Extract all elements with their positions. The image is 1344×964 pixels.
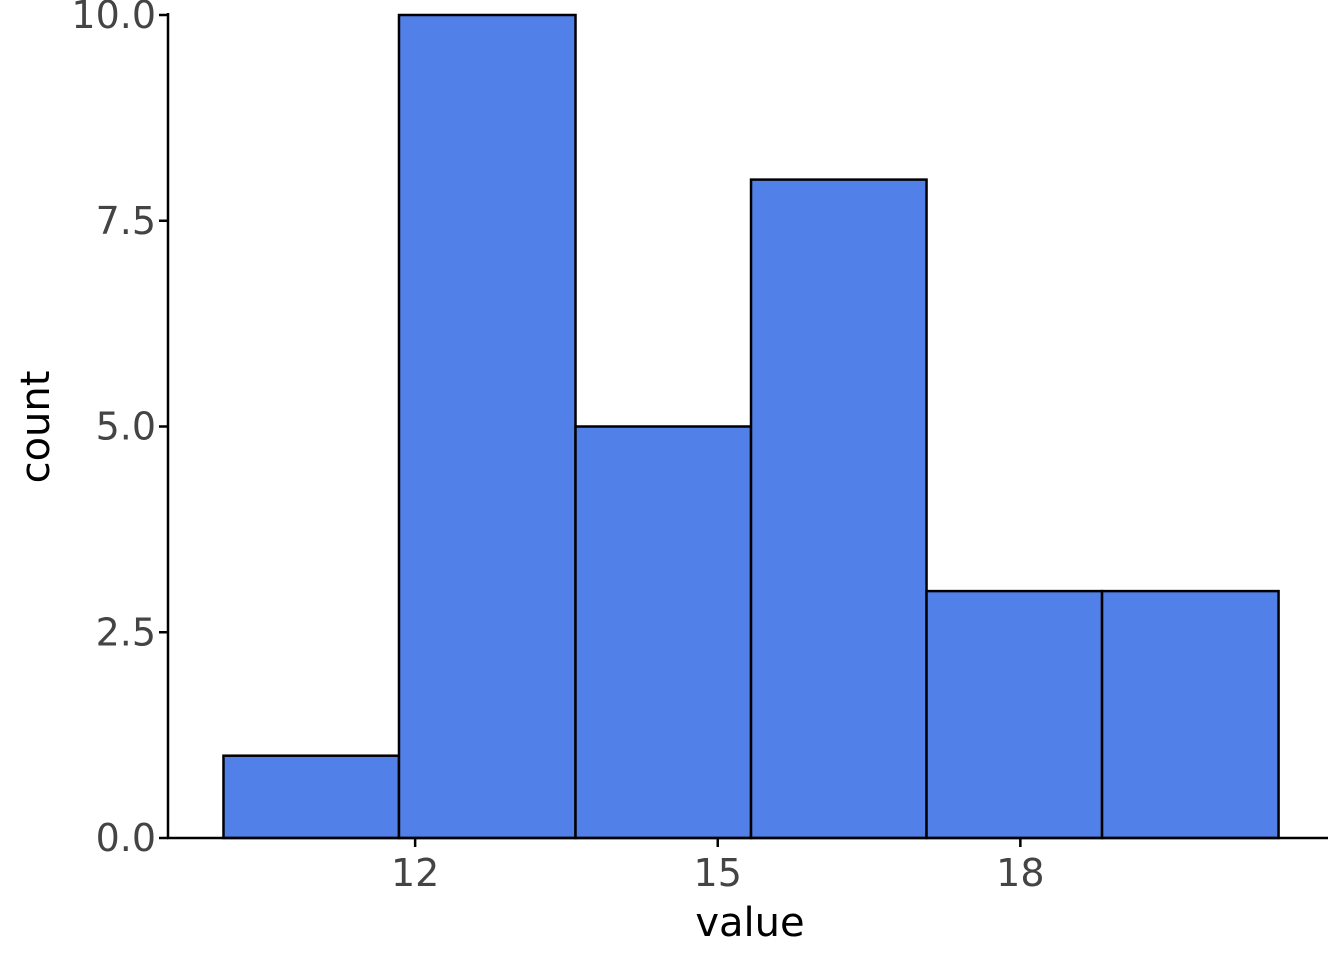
ticks-layer: 0.0 2.5 5.0 7.5 10.0 12 15 18	[71, 0, 1044, 895]
x-tick-label: 12	[391, 851, 439, 895]
x-tick-label: 15	[694, 851, 742, 895]
x-axis-title: value	[695, 900, 804, 946]
histogram-bar-3	[574, 425, 753, 840]
y-tick-label: 10.0	[71, 0, 156, 37]
x-tick-label: 18	[996, 851, 1044, 895]
y-tick-label: 0.0	[96, 816, 156, 860]
histogram-bar-5	[925, 589, 1104, 840]
histogram-bar-4	[749, 178, 928, 840]
y-tick-label: 2.5	[96, 610, 156, 654]
y-axis-title: count	[13, 371, 59, 484]
histogram-bar-2	[397, 13, 577, 840]
histogram-bar-1	[222, 754, 401, 840]
y-tick-label: 7.5	[96, 199, 156, 243]
bars-layer	[222, 13, 1280, 840]
histogram-bar-6	[1100, 589, 1280, 840]
y-tick-label: 5.0	[96, 405, 156, 449]
